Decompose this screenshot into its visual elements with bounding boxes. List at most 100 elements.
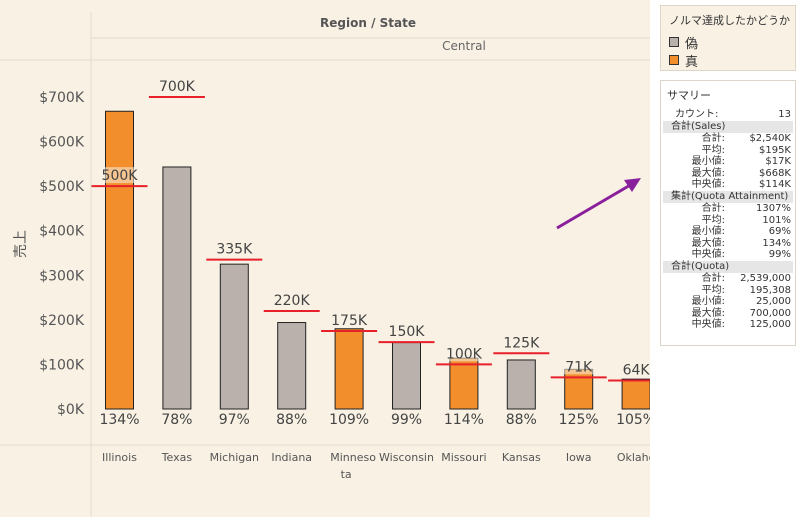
summary-section-header: 合計(Quota) [663, 261, 793, 273]
quota-label: 700K [159, 79, 196, 95]
quota-label-bg [329, 312, 370, 328]
x-tick-label: Iowa [566, 451, 592, 464]
summary-row: 中央値: 99% [663, 249, 795, 261]
x-tick-label: Kansas [502, 451, 541, 464]
summary-row-value: 1307% [756, 203, 791, 214]
summary-row: 最大値: 134% [663, 238, 795, 250]
summary-row: 最大値: 700,000 [663, 308, 795, 320]
summary-row-label: 合計: [701, 203, 725, 214]
legend-swatch-true [669, 55, 679, 65]
quota-label-bg [156, 78, 197, 94]
attainment-label-bg [501, 410, 542, 426]
summary-row-label: 最大値: [691, 167, 725, 179]
bar-indiana [277, 322, 307, 410]
legend-label-true: 真 [685, 54, 699, 70]
x-tick-label: Missouri [441, 451, 486, 464]
x-tick-label: Oklaho [617, 451, 650, 464]
summary-row: 合計: $2,540K [663, 133, 795, 145]
quota-label: 175K [331, 313, 368, 329]
summary-row-label: 平均: [701, 284, 725, 296]
summary-count-value: 13 [778, 109, 791, 120]
y-axis-label: 売上 [13, 230, 29, 258]
summary-row-value: $2,540K [749, 133, 791, 144]
attainment-label-bg [386, 410, 427, 426]
summary-count-row: カウント: 13 [663, 109, 795, 121]
summary-row: 最小値: 25,000 [663, 296, 795, 308]
x-tick-label: Illinois [102, 451, 137, 464]
attainment-label-bg [214, 410, 255, 426]
quota-label-bg [501, 334, 542, 351]
summary-row-label: 最小値: [691, 156, 725, 168]
summary-row-value: 25,000 [756, 296, 791, 308]
x-tick-label: Indiana [271, 451, 312, 464]
quota-label: 335K [216, 242, 253, 258]
summary-section-header: 集計(Quota Attainment) [663, 191, 793, 203]
chart-panel: Region / State Central 売上 $0K $100K $200K $300… [0, 0, 650, 517]
summary-row-value: 101% [762, 214, 791, 226]
bar-illinois [105, 110, 134, 410]
summary-row-value: $17K [765, 156, 791, 168]
attainment-label-bg [558, 410, 599, 426]
attainment-label: 105% [616, 412, 650, 428]
bar-minnesota [334, 328, 364, 410]
summary-row-label: 平均: [701, 144, 725, 156]
attainment-label: 134% [99, 412, 139, 428]
summary-row-label: 最大値: [691, 237, 725, 249]
quota-label: 150K [389, 324, 426, 340]
bar-chart: Region / State Central 売上 $0K $100K $200K $300… [0, 12, 650, 517]
attainment-label-bg [271, 410, 312, 426]
summary-row-value: 99% [768, 249, 791, 261]
summary-row-value: 195,308 [749, 284, 791, 296]
y-tick-label: $500K [39, 179, 85, 195]
x-tick-label: Wisconsin [379, 451, 434, 464]
quota-label-bg [99, 167, 140, 184]
header-title: Region / State [320, 16, 416, 30]
quota-label: 500K [102, 168, 139, 184]
quota-label-bg [443, 345, 484, 362]
x-tick-label: ta [341, 468, 352, 481]
summary-row: 合計: 2,539,000 [663, 273, 795, 285]
summary-row: 平均: $195K [663, 145, 795, 157]
legend-title: ノルマ達成したかどうか [669, 14, 790, 27]
attainment-label: 99% [391, 412, 422, 428]
attainment-label-bg [156, 410, 197, 426]
legend-label-false: 偽 [685, 36, 699, 52]
summary-count-label: カウント: [675, 109, 719, 120]
quota-label: 100K [446, 346, 483, 362]
summary-row-value: 125,000 [749, 319, 791, 331]
bar-texas [162, 166, 192, 410]
y-tick-label: $100K [39, 357, 85, 373]
bar-kansas [506, 359, 536, 410]
quota-label-bg [271, 291, 312, 308]
y-tick-label: $700K [39, 90, 85, 106]
y-tick-label: $300K [39, 268, 85, 284]
y-tick-label: $200K [39, 313, 85, 329]
quota-label-bg [558, 358, 599, 375]
bar-iowa [564, 368, 594, 410]
x-tick-label: Michigan [210, 451, 259, 464]
summary-row: 最大値: $668K [663, 168, 795, 180]
summary-row-label: 中央値: [691, 179, 725, 191]
summary-row-label: 最小値: [691, 296, 725, 308]
legend-item-true[interactable]: 真 [669, 52, 699, 70]
summary-row: 中央値: 125,000 [663, 319, 795, 331]
summary-row-label: 最大値: [691, 307, 725, 319]
summary-row: 平均: 101% [663, 215, 795, 227]
summary-row-label: 最小値: [691, 226, 725, 238]
quota-label: 64K [623, 362, 650, 378]
summary-row-value: $114K [758, 179, 791, 191]
bar-missouri [449, 357, 479, 410]
bar-oklahoma [621, 378, 650, 410]
summary-row-label: 合計: [701, 133, 725, 144]
summary-section-header: 合計(Sales) [663, 121, 793, 133]
summary-row-value: 134% [762, 237, 791, 249]
legend-swatch-false [669, 37, 679, 47]
summary-row-value: $668K [758, 167, 791, 179]
summary-row: 平均: 195,308 [663, 285, 795, 297]
summary-row-label: 中央値: [691, 319, 725, 331]
quota-label-bg [386, 323, 427, 340]
summary-row: 中央値: $114K [663, 179, 795, 191]
legend-item-false[interactable]: 偽 [669, 34, 699, 52]
y-tick-label: $600K [39, 135, 85, 151]
attainment-label: 114% [444, 412, 484, 428]
